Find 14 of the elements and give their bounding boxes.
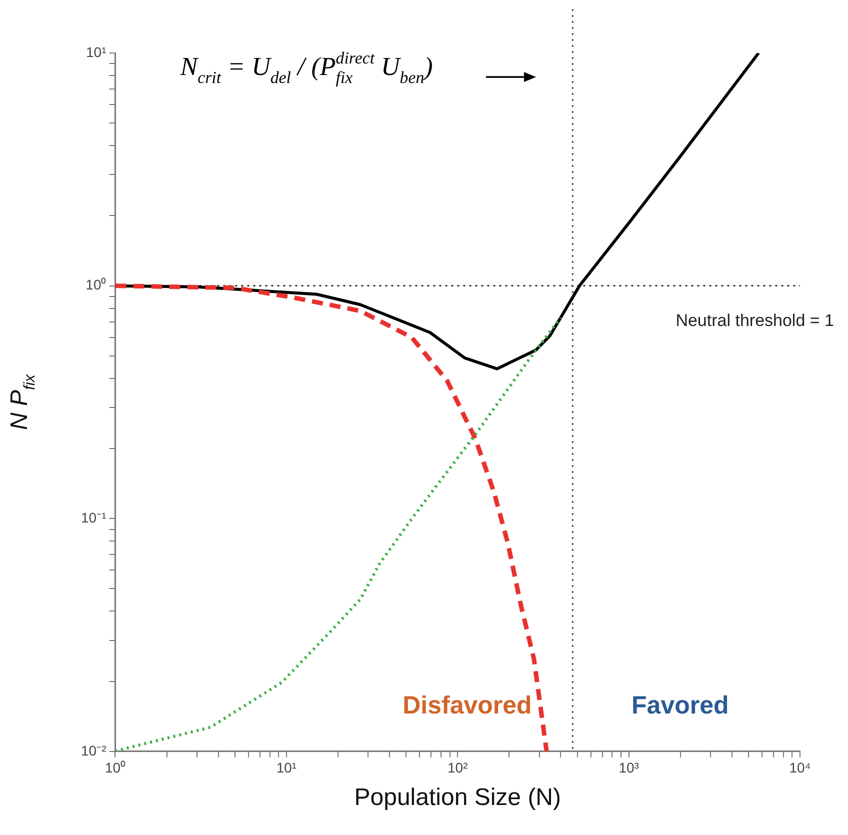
x-tick-label: 10⁰ — [104, 760, 126, 776]
annotation: Disfavored — [402, 691, 532, 720]
y-tick-label: 10⁻² — [81, 742, 107, 758]
y-tick-label: 10¹ — [86, 44, 107, 60]
ref-line-label: Neutral threshold = 1 — [676, 310, 834, 330]
x-tick-label: 10³ — [618, 760, 640, 776]
annotation: Favored — [632, 691, 729, 720]
x-axis-title: Population Size (N) — [354, 784, 561, 812]
y-tick-label: 10⁰ — [86, 276, 106, 293]
x-tick-label: 10¹ — [276, 760, 297, 776]
x-tick-label: 10⁴ — [789, 760, 811, 776]
x-tick-label: 10² — [448, 760, 468, 776]
y-tick-label: 10⁻¹ — [81, 509, 107, 526]
y-axis-title: N Pfix — [6, 373, 38, 430]
